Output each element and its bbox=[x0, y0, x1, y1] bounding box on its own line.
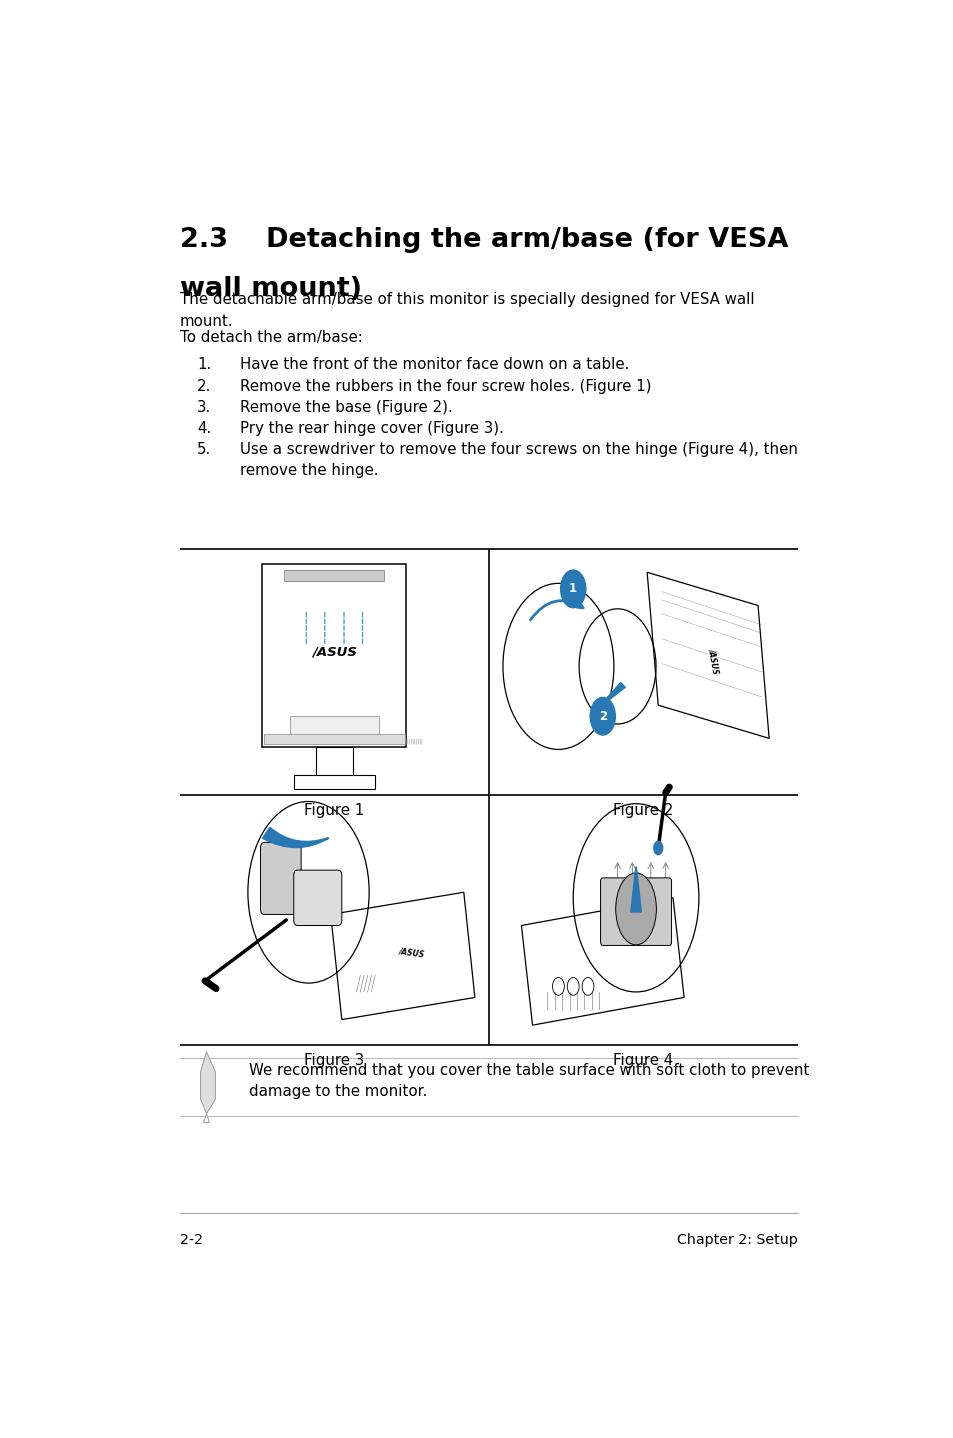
Text: 1.: 1. bbox=[196, 358, 211, 372]
Circle shape bbox=[560, 569, 585, 608]
Circle shape bbox=[653, 841, 662, 854]
FancyBboxPatch shape bbox=[294, 870, 341, 926]
Text: To detach the arm/base:: To detach the arm/base: bbox=[180, 329, 362, 345]
Ellipse shape bbox=[615, 873, 656, 945]
FancyBboxPatch shape bbox=[260, 843, 301, 915]
Text: /ASUS: /ASUS bbox=[312, 646, 356, 659]
FancyBboxPatch shape bbox=[262, 564, 406, 746]
Text: 1: 1 bbox=[569, 582, 577, 595]
Text: Use a screwdriver to remove the four screws on the hinge (Figure 4), then
remove: Use a screwdriver to remove the four scr… bbox=[239, 441, 797, 477]
Text: Chapter 2: Setup: Chapter 2: Setup bbox=[677, 1234, 797, 1247]
FancyBboxPatch shape bbox=[294, 775, 375, 789]
Text: Figure 1: Figure 1 bbox=[304, 802, 364, 818]
Text: Remove the base (Figure 2).: Remove the base (Figure 2). bbox=[239, 400, 452, 414]
Text: Remove the rubbers in the four screw holes. (Figure 1): Remove the rubbers in the four screw hol… bbox=[239, 378, 651, 394]
Polygon shape bbox=[200, 1051, 215, 1113]
Text: 2: 2 bbox=[598, 710, 606, 723]
Text: /ASUS: /ASUS bbox=[706, 647, 720, 674]
Text: We recommend that you cover the table surface with soft cloth to prevent
damage : We recommend that you cover the table su… bbox=[249, 1063, 808, 1099]
Text: Figure 4: Figure 4 bbox=[613, 1053, 673, 1068]
Text: Figure 3: Figure 3 bbox=[304, 1053, 364, 1068]
Circle shape bbox=[590, 697, 615, 735]
Text: The detachable arm/base of this monitor is specially designed for VESA wall
moun: The detachable arm/base of this monitor … bbox=[180, 292, 754, 329]
Text: |||||||||||||||||||||||||||||||||||||: ||||||||||||||||||||||||||||||||||||| bbox=[286, 738, 351, 743]
FancyBboxPatch shape bbox=[290, 716, 378, 736]
Text: Have the front of the monitor face down on a table.: Have the front of the monitor face down … bbox=[239, 358, 628, 372]
Text: Pry the rear hinge cover (Figure 3).: Pry the rear hinge cover (Figure 3). bbox=[239, 420, 503, 436]
FancyArrowPatch shape bbox=[263, 828, 328, 847]
FancyBboxPatch shape bbox=[315, 746, 353, 778]
Text: |||||||||||||||||||||||||||||||||||||: ||||||||||||||||||||||||||||||||||||| bbox=[357, 738, 422, 743]
FancyArrowPatch shape bbox=[597, 683, 624, 709]
FancyBboxPatch shape bbox=[600, 877, 671, 945]
Text: 2.: 2. bbox=[196, 378, 211, 394]
Text: 5.: 5. bbox=[196, 441, 211, 457]
Text: 2.3    Detaching the arm/base (for VESA: 2.3 Detaching the arm/base (for VESA bbox=[180, 227, 787, 253]
FancyArrowPatch shape bbox=[631, 867, 640, 912]
FancyArrowPatch shape bbox=[530, 601, 582, 620]
Text: 4.: 4. bbox=[196, 420, 211, 436]
Text: Figure 2: Figure 2 bbox=[613, 802, 673, 818]
Text: /ASUS: /ASUS bbox=[398, 946, 425, 959]
Text: 2-2: 2-2 bbox=[180, 1234, 203, 1247]
Polygon shape bbox=[203, 1113, 210, 1123]
Text: wall mount): wall mount) bbox=[180, 276, 361, 302]
FancyBboxPatch shape bbox=[284, 569, 384, 581]
FancyBboxPatch shape bbox=[264, 735, 404, 745]
Text: 3.: 3. bbox=[196, 400, 211, 414]
